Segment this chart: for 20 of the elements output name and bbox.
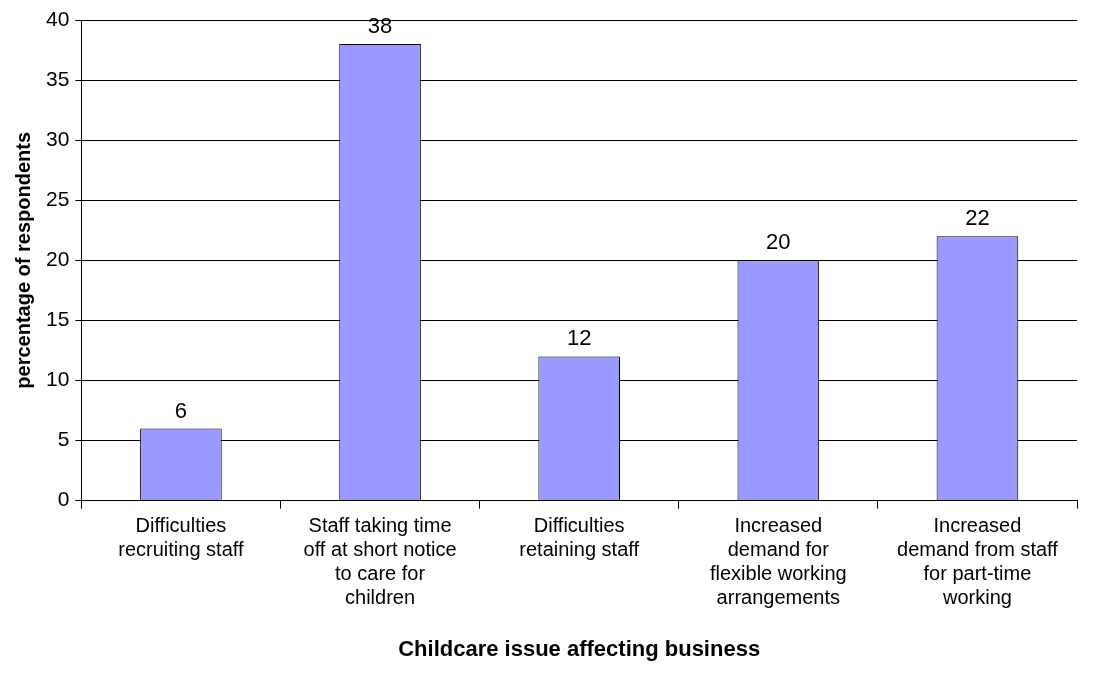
y-axis-title: percentage of respondents bbox=[11, 131, 34, 389]
y-tick-label: 5 bbox=[57, 427, 70, 451]
y-tick-label: 40 bbox=[46, 6, 70, 30]
x-tick-label: Difficulties retaining staff bbox=[519, 514, 640, 561]
data-label: 22 bbox=[965, 205, 990, 231]
y-tick-label: 10 bbox=[46, 367, 70, 391]
x-axis-title: Childcare issue affecting business bbox=[398, 635, 761, 661]
x-tick-label: Increased demand from staff for part-time working bbox=[897, 514, 1059, 609]
data-label: 20 bbox=[766, 229, 791, 255]
x-tick-label: Increased demand for flexible working arrangements bbox=[709, 514, 847, 609]
data-label: 6 bbox=[174, 397, 188, 423]
y-tick-label: 30 bbox=[46, 126, 70, 150]
y-tick-label: 15 bbox=[46, 307, 70, 331]
y-tick-label: 35 bbox=[46, 66, 70, 90]
x-tick-label: Difficulties recruiting staff bbox=[118, 514, 244, 561]
x-tick-label: Staff taking time off at short notice to care for children bbox=[303, 514, 457, 609]
y-tick-label: 20 bbox=[46, 247, 70, 271]
data-label: 12 bbox=[566, 325, 592, 351]
y-tick-label: 0 bbox=[57, 487, 70, 511]
y-tick-label: 25 bbox=[46, 187, 70, 211]
